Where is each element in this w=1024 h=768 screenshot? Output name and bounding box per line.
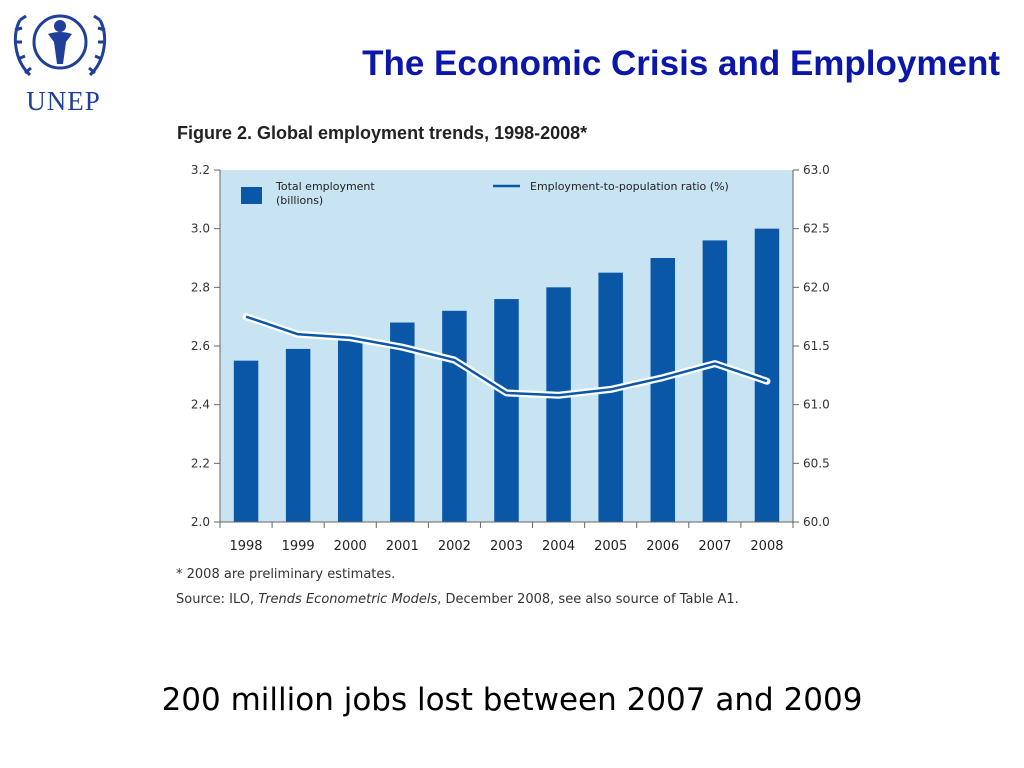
source-prefix: Source: ILO, — [176, 592, 259, 607]
x-tick-label: 2007 — [698, 539, 731, 554]
unep-logo — [13, 14, 107, 77]
y2-tick-label: 61.0 — [803, 398, 830, 412]
x-tick-label: 2003 — [490, 539, 523, 554]
source-italic: Trends Econometric Models — [258, 592, 438, 607]
y2-tick-label: 60.0 — [803, 515, 830, 529]
x-tick-label: 2001 — [386, 539, 419, 554]
y-tick-label: 2.2 — [191, 456, 210, 470]
source-suffix: , December 2008, see also source of Tabl… — [437, 592, 739, 607]
x-tick-label: 2002 — [438, 539, 471, 554]
x-tick-label: 1999 — [282, 539, 315, 554]
bar-2005 — [598, 272, 623, 522]
y2-tick-label: 62.0 — [803, 280, 830, 294]
legend-bar-swatch — [241, 187, 262, 204]
y-tick-label: 2.6 — [191, 339, 210, 353]
bar-2007 — [702, 240, 728, 522]
bar-2001 — [390, 322, 415, 522]
y-tick-label: 2.8 — [191, 280, 210, 294]
slide-caption: 200 million jobs lost between 2007 and 2… — [161, 682, 863, 718]
legend-bar-label-2: (billions) — [276, 194, 323, 207]
bar-2002 — [442, 310, 467, 522]
bar-1999 — [285, 348, 311, 522]
figure-title: Figure 2. Global employment trends, 1998… — [177, 123, 587, 144]
bar-2000 — [337, 340, 363, 522]
x-tick-label: 2008 — [750, 539, 783, 554]
bar-2004 — [546, 287, 571, 522]
y2-tick-label: 60.5 — [803, 456, 830, 470]
y2-tick-label: 61.5 — [803, 339, 830, 353]
bar-2006 — [650, 258, 676, 522]
x-tick-label: 2000 — [334, 539, 367, 554]
figure-source: Source: ILO, Trends Econometric Models, … — [176, 592, 739, 607]
y-tick-label: 2.4 — [191, 398, 210, 412]
logo-text: UNEP — [26, 86, 101, 116]
employment-chart: 2.0 2.2 2.4 2.6 2.8 3.0 3.2 60.0 60.5 61.0 61.5 62.… — [191, 163, 830, 554]
legend-line-label: Employment-to-population ratio (%) — [530, 180, 729, 193]
x-tick-label: 2005 — [594, 539, 627, 554]
figure-title-text: Global employment trends, 1998-2008* — [257, 123, 588, 143]
bar-2003 — [494, 299, 519, 522]
bar-1998 — [233, 360, 259, 522]
legend-bar-label-1: Total employment — [275, 180, 375, 193]
x-tick-label: 2004 — [542, 539, 575, 554]
y-tick-label: 3.2 — [191, 163, 210, 177]
y2-tick-label: 63.0 — [803, 163, 830, 177]
figure-note: * 2008 are preliminary estimates. — [176, 567, 396, 582]
y-tick-label: 2.0 — [191, 515, 210, 529]
slide-title: The Economic Crisis and Employment — [362, 44, 1000, 83]
ratio-line — [245, 315, 768, 397]
x-tick-label: 2006 — [646, 539, 679, 554]
y2-tick-label: 62.5 — [803, 222, 830, 236]
y-tick-label: 3.0 — [191, 222, 210, 236]
figure-label: Figure 2. — [177, 123, 253, 143]
x-tick-label: 1998 — [229, 539, 262, 554]
